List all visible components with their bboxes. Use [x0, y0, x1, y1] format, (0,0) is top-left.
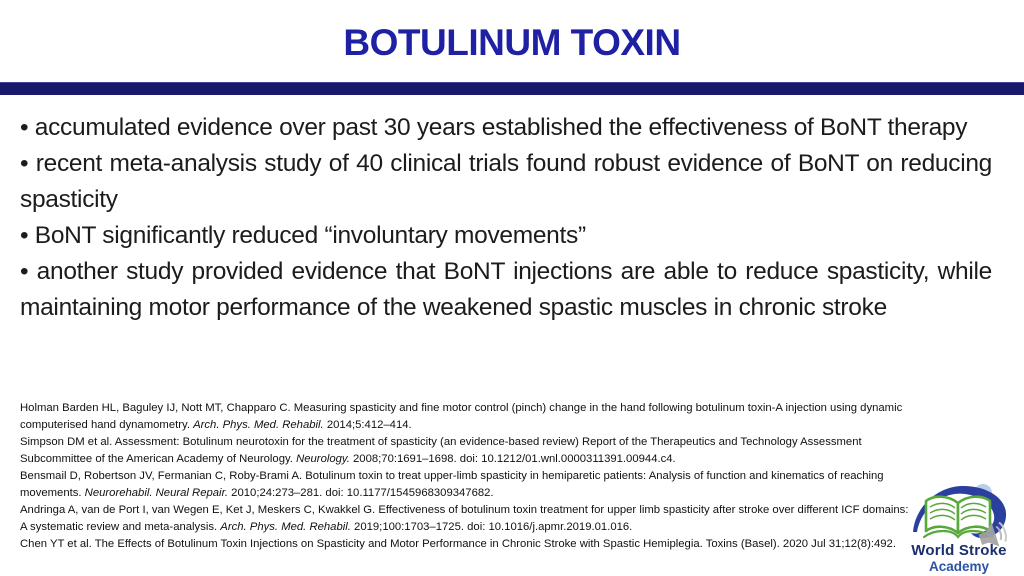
bullet-item: • another study provided evidence that B… [20, 258, 992, 321]
book-base [922, 529, 994, 539]
world-stroke-academy-logo-icon [913, 484, 1008, 547]
title-divider [0, 82, 1024, 95]
world-stroke-academy-logo: World Stroke Academy [900, 482, 1018, 574]
reference-item: Andringa A, van de Port I, van Wegen E, … [20, 504, 909, 533]
reference-item: Holman Barden HL, Baguley IJ, Nott MT, C… [20, 402, 903, 431]
book-icon [924, 495, 992, 535]
book-pages [929, 502, 987, 521]
reference-item: Bensmail D, Robertson JV, Fermanian C, R… [20, 470, 884, 499]
slide-title: BOTULINUM TOXIN [343, 22, 681, 63]
bullet-item: • recent meta-analysis study of 40 clini… [20, 150, 992, 213]
reference-item: Simpson DM et al. Assessment: Botulinum … [20, 436, 862, 465]
bullet-list: • accumulated evidence over past 30 year… [20, 110, 992, 326]
speaker-icon [978, 521, 1008, 547]
bullet-item: • BoNT significantly reduced “involuntar… [20, 222, 586, 249]
reference-item: Chen YT et al. The Effects of Botulinum … [20, 538, 896, 550]
reference-list: Holman Barden HL, Baguley IJ, Nott MT, C… [20, 400, 910, 553]
wsa-logo-subtitle: Academy [928, 559, 990, 574]
bullet-item: • accumulated evidence over past 30 year… [20, 114, 968, 141]
wsa-logo-title: World Stroke [911, 542, 1007, 559]
